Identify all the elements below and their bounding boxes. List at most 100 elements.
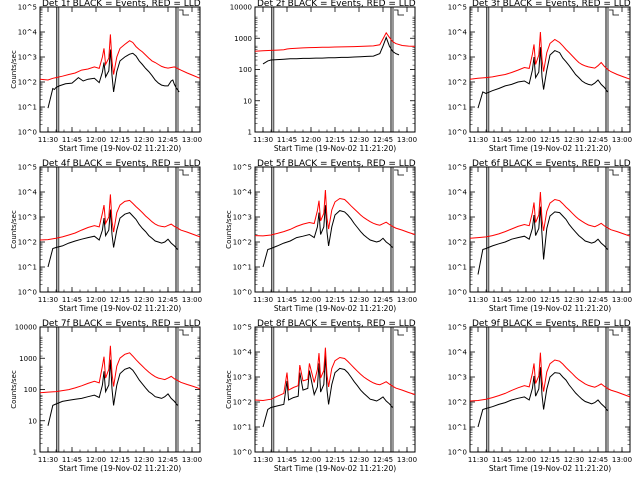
x-tick-label: 12:45 — [158, 296, 178, 304]
x-axis-label: Start Time (19-Nov-02 11:21:20) — [59, 144, 181, 153]
y-tick-label: 1000 — [234, 35, 252, 43]
y-tick-label: 10^2 — [18, 239, 37, 247]
x-tick-label: 11:30 — [38, 296, 58, 304]
x-tick-label: 12:15 — [540, 296, 560, 304]
y-tick-label: 10^0 — [18, 289, 37, 297]
x-axis-label: Start Time (19-Nov-02 11:21:20) — [274, 304, 396, 313]
x-tick-label: 13:00 — [397, 296, 417, 304]
x-tick-label: 12:30 — [564, 456, 584, 464]
x-tick-label: 12:30 — [349, 456, 369, 464]
y-tick-label: 10^5 — [18, 164, 37, 172]
y-tick-label: 10^4 — [448, 189, 468, 197]
x-tick-label: 12:45 — [158, 136, 178, 144]
x-axis-label: Start Time (19-Nov-02 11:21:20) — [489, 144, 611, 153]
series-line-red — [254, 189, 416, 237]
series-line-red — [39, 34, 201, 81]
y-tick-label: 10^0 — [18, 129, 37, 137]
x-tick-label: 11:30 — [253, 296, 273, 304]
x-tick-label: 11:30 — [38, 136, 58, 144]
x-tick-label: 13:00 — [612, 456, 632, 464]
y-tick-label: 10^4 — [18, 29, 38, 37]
x-tick-label: 12:15 — [110, 136, 130, 144]
x-tick-label: 13:00 — [182, 456, 202, 464]
y-tick-label: 10^5 — [448, 324, 467, 332]
chart-panel-4: Det 4f BLACK = Events, RED = LLD 11:30 11:… — [10, 159, 202, 313]
series-line-red — [39, 194, 201, 241]
series-line-red — [469, 31, 631, 80]
series-line-black — [47, 49, 180, 109]
x-tick-label: 12:15 — [110, 296, 130, 304]
x-tick-label: 11:45 — [492, 456, 512, 464]
x-axis-label: Start Time (19-Nov-02 11:21:20) — [274, 144, 396, 153]
y-tick-label: 10^4 — [233, 189, 253, 197]
x-tick-label: 12:45 — [158, 456, 178, 464]
y-tick-label: 10^0 — [233, 449, 252, 457]
x-tick-label: 12:30 — [349, 136, 369, 144]
y-axis-label: Counts/sec — [10, 210, 18, 249]
y-tick-label: 10000 — [15, 324, 37, 332]
x-tick-label: 12:30 — [134, 296, 154, 304]
step-marker — [179, 169, 189, 176]
x-tick-label: 12:00 — [86, 456, 106, 464]
chart-panel-6: Det 6f BLACK = Events, RED = LLD 11:30 11:… — [448, 159, 632, 313]
chart-panel-1: Det 1f BLACK = Events, RED = LLD 11:30 11:… — [10, 0, 202, 153]
x-tick-label: 11:30 — [253, 456, 273, 464]
chart-panel-9: Det 9f BLACK = Events, RED = LLD 11:30 11:… — [448, 319, 632, 473]
y-tick-label: 10^1 — [18, 104, 37, 112]
x-axis-label: Start Time (19-Nov-02 11:21:20) — [59, 304, 181, 313]
y-tick-label: 10^1 — [233, 264, 252, 272]
y-tick-label: 1000 — [19, 355, 37, 363]
x-tick-label: 12:00 — [86, 136, 106, 144]
panel-title: Det 5f BLACK = Events, RED = LLD — [257, 159, 416, 169]
series-line-red — [254, 347, 416, 402]
x-tick-label: 12:45 — [373, 136, 393, 144]
y-tick-label: 10^3 — [18, 214, 37, 222]
step-marker — [609, 169, 619, 176]
panel-title: Det 7f BLACK = Events, RED = LLD — [42, 319, 201, 329]
y-tick-label: 10^1 — [18, 264, 37, 272]
panel-title: Det 9f BLACK = Events, RED = LLD — [472, 319, 631, 329]
y-tick-label: 10^1 — [448, 424, 467, 432]
x-tick-label: 11:30 — [253, 136, 273, 144]
series-line-black — [262, 35, 400, 65]
y-axis-label: Counts/sec — [225, 370, 233, 409]
x-tick-label: 11:45 — [492, 296, 512, 304]
y-tick-label: 10^4 — [18, 189, 38, 197]
series-line-black — [262, 205, 393, 268]
y-tick-label: 10^5 — [448, 164, 467, 172]
y-tick-label: 1 — [248, 129, 252, 137]
y-tick-label: 10^3 — [448, 214, 467, 222]
x-tick-label: 12:00 — [516, 296, 536, 304]
x-axis-label: Start Time (19-Nov-02 11:21:20) — [489, 304, 611, 313]
x-tick-label: 11:30 — [38, 456, 58, 464]
y-tick-label: 10^1 — [448, 264, 467, 272]
y-tick-label: 10^5 — [233, 324, 252, 332]
x-tick-label: 12:30 — [564, 296, 584, 304]
y-tick-label: 10^1 — [448, 104, 467, 112]
step-marker — [179, 9, 189, 16]
step-marker — [394, 9, 404, 16]
series-line-black — [477, 47, 609, 109]
y-tick-label: 10^0 — [448, 129, 467, 137]
x-tick-label: 12:30 — [134, 456, 154, 464]
chart-panel-3: Det 3f BLACK = Events, RED = LLD 11:30 11:… — [448, 0, 632, 153]
y-tick-label: 10^3 — [233, 214, 252, 222]
x-tick-label: 12:00 — [86, 296, 106, 304]
series-line-red — [469, 352, 631, 402]
x-tick-label: 11:45 — [277, 456, 297, 464]
y-tick-label: 10^3 — [448, 374, 467, 382]
y-tick-label: 100 — [24, 386, 37, 394]
y-tick-label: 10^5 — [448, 4, 467, 12]
y-tick-label: 10^3 — [233, 374, 252, 382]
y-tick-label: 10^5 — [18, 4, 37, 12]
panel-title: Det 3f BLACK = Events, RED = LLD — [472, 0, 631, 9]
x-tick-label: 11:30 — [468, 296, 488, 304]
chart-panel-5: Det 5f BLACK = Events, RED = LLD 11:30 11:… — [225, 159, 417, 313]
y-tick-label: 10^5 — [233, 164, 252, 172]
panel-title: Det 4f BLACK = Events, RED = LLD — [42, 159, 201, 169]
x-tick-label: 12:30 — [564, 136, 584, 144]
panel-title: Det 1f BLACK = Events, RED = LLD — [42, 0, 201, 9]
x-tick-label: 13:00 — [397, 456, 417, 464]
series-line-black — [262, 354, 393, 428]
chart-panel-2: Det 2f BLACK = Events, RED = LLD 11:30 11:… — [230, 0, 417, 153]
